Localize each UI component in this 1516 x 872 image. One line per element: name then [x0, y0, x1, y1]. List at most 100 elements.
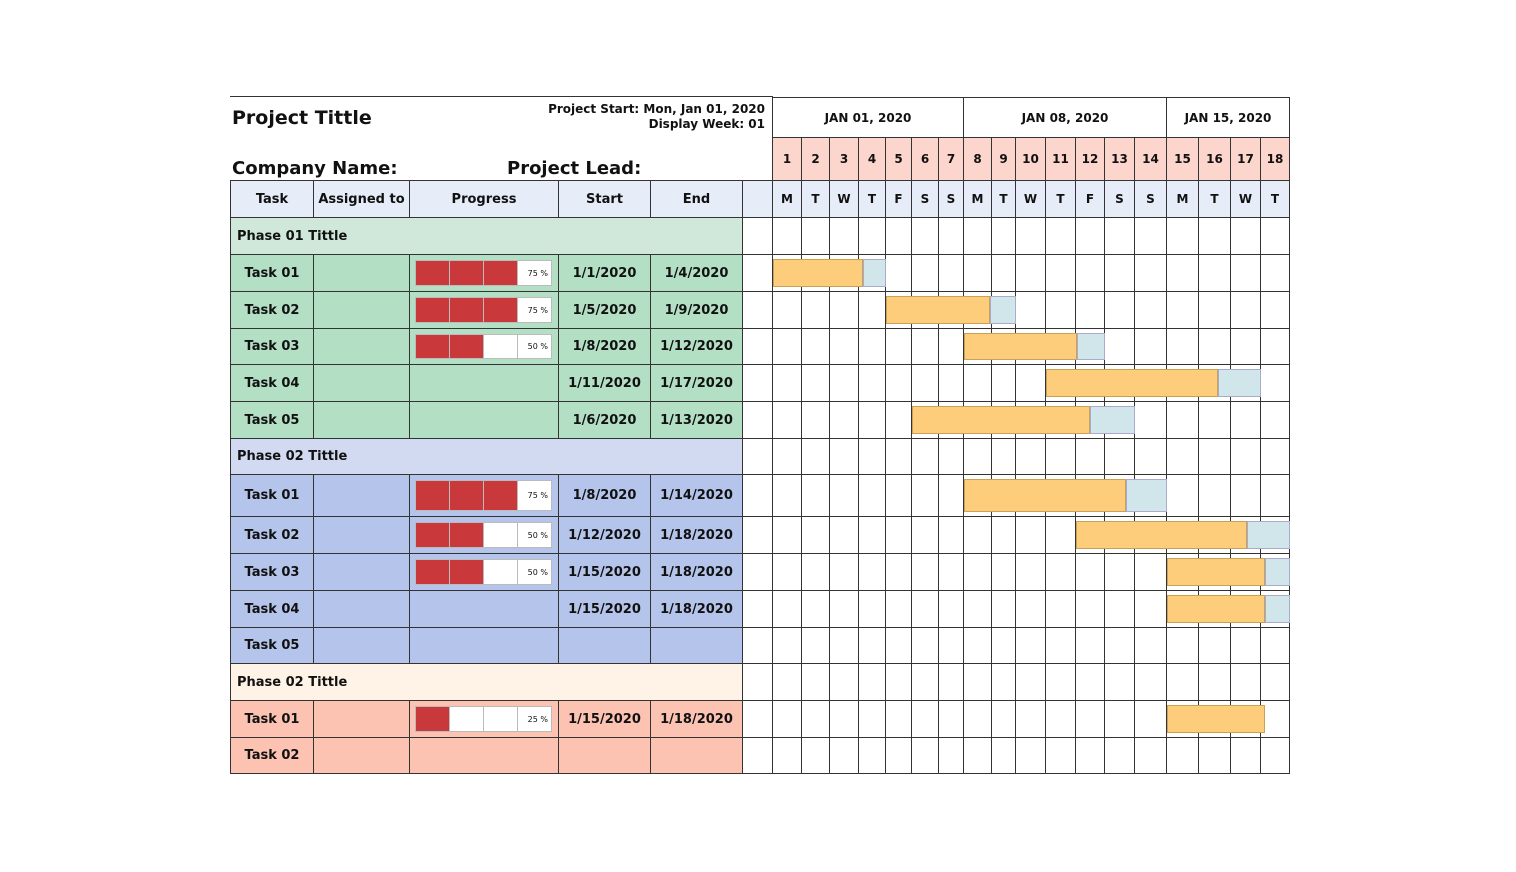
gantt-cell	[801, 590, 830, 628]
assigned-to	[313, 700, 410, 738]
column-header: End	[650, 180, 743, 218]
progress-segment	[517, 260, 552, 286]
gantt-cell	[938, 737, 964, 774]
weekday: T	[858, 180, 886, 218]
end-date: 1/18/2020	[650, 516, 743, 554]
weekday: M	[1166, 180, 1199, 218]
day-number: 13	[1104, 137, 1135, 181]
gantt-cell	[991, 590, 1016, 628]
gantt-cell	[1015, 364, 1046, 402]
day-number: 10	[1015, 137, 1046, 181]
gantt-bar-remaining	[990, 296, 1016, 324]
gantt-cell	[1134, 291, 1167, 329]
assigned-to	[313, 401, 410, 439]
gantt-cell	[963, 364, 992, 402]
end-date: 1/12/2020	[650, 328, 743, 365]
gantt-cell	[1260, 737, 1290, 774]
day-number: 15	[1166, 137, 1199, 181]
gantt-cell	[991, 254, 1016, 292]
gantt-cell	[1260, 217, 1290, 255]
gantt-cell	[991, 627, 1016, 664]
gantt-cell	[938, 516, 964, 554]
weekday: F	[885, 180, 912, 218]
gantt-cell	[911, 438, 939, 475]
task-name: Task 04	[230, 364, 314, 402]
gantt-cell	[991, 438, 1016, 475]
gantt-cell	[772, 590, 802, 628]
end-date: 1/4/2020	[650, 254, 743, 292]
gantt-cell	[829, 516, 859, 554]
gantt-cell	[858, 737, 886, 774]
progress-cell	[409, 590, 559, 628]
gantt-cell	[991, 217, 1016, 255]
gantt-cell	[801, 737, 830, 774]
project-title: Project Tittle	[232, 107, 372, 129]
gantt-cell	[1015, 737, 1046, 774]
gantt-cell	[858, 516, 886, 554]
task-name: Task 01	[230, 254, 314, 292]
gap-header	[742, 180, 773, 218]
gantt-bar-done	[1167, 595, 1266, 623]
day-number: 14	[1134, 137, 1167, 181]
gantt-cell	[1134, 590, 1167, 628]
gantt-cell	[829, 217, 859, 255]
gantt-cell	[858, 401, 886, 439]
company-name: Company Name:	[232, 158, 398, 179]
gantt-cell	[772, 553, 802, 591]
gantt-bar-done	[1076, 521, 1248, 549]
gap-cell	[742, 291, 773, 329]
gantt-cell	[801, 291, 830, 329]
gantt-cell	[1134, 627, 1167, 664]
gap-cell	[742, 328, 773, 365]
gantt-cell	[938, 364, 964, 402]
task-name: Task 04	[230, 590, 314, 628]
gantt-cell	[1230, 474, 1261, 517]
project-start: Project Start: Mon, Jan 01, 2020	[548, 102, 765, 116]
gantt-cell	[885, 737, 912, 774]
gantt-cell	[1015, 438, 1046, 475]
gantt-cell	[1104, 254, 1135, 292]
gantt-cell	[963, 737, 992, 774]
start-date: 1/5/2020	[558, 291, 651, 329]
gantt-cell	[829, 590, 859, 628]
assigned-to	[313, 291, 410, 329]
phase-title: Phase 02 Tittle	[230, 663, 743, 701]
progress-segment	[449, 522, 484, 548]
progress-segment	[449, 706, 484, 732]
assigned-to	[313, 254, 410, 292]
progress-segment	[449, 480, 484, 511]
gantt-cell	[1166, 627, 1199, 664]
gantt-cell	[911, 553, 939, 591]
gantt-cell	[829, 474, 859, 517]
day-number: 17	[1230, 137, 1261, 181]
gantt-cell	[1015, 590, 1046, 628]
gantt-cell	[1134, 328, 1167, 365]
gap-cell	[742, 737, 773, 774]
gantt-cell	[1045, 700, 1076, 738]
progress-label: 50 %	[527, 567, 548, 577]
progress-segment	[517, 480, 552, 511]
gantt-cell	[1015, 516, 1046, 554]
weekday: T	[1045, 180, 1076, 218]
gantt-cell	[1045, 291, 1076, 329]
gantt-cell	[772, 663, 802, 701]
gantt-cell	[1045, 663, 1076, 701]
gantt-cell	[858, 627, 886, 664]
assigned-to	[313, 627, 410, 664]
progress-segment	[415, 706, 450, 732]
progress-segment	[517, 559, 552, 585]
gantt-cell	[1230, 291, 1261, 329]
end-date: 1/18/2020	[650, 700, 743, 738]
weekday: M	[772, 180, 802, 218]
gantt-cell	[885, 663, 912, 701]
gantt-cell	[1104, 737, 1135, 774]
gap-cell	[742, 627, 773, 664]
progress-segment	[415, 260, 450, 286]
display-week: Display Week: 01	[648, 117, 765, 131]
weekday: W	[1015, 180, 1046, 218]
start-date: 1/12/2020	[558, 516, 651, 554]
phase-title: Phase 02 Tittle	[230, 438, 743, 475]
progress-segment	[415, 297, 450, 323]
gantt-cell	[911, 516, 939, 554]
weekday: S	[1104, 180, 1135, 218]
